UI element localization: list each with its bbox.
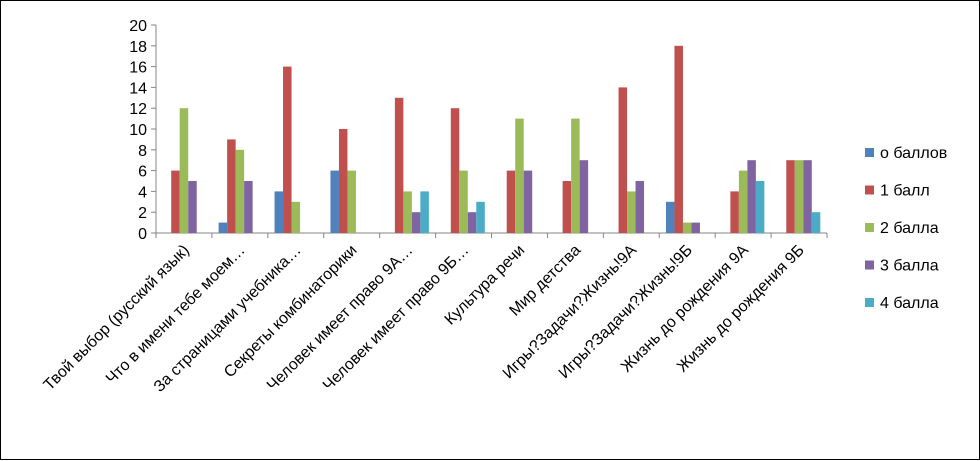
bar bbox=[171, 170, 180, 233]
y-tick-labels: 0 2 4 6 8 10 12 14 16 18 20 bbox=[129, 18, 147, 243]
bar bbox=[579, 160, 589, 233]
legend-label: 1 балл bbox=[880, 183, 930, 200]
y-tick-label: 4 bbox=[138, 184, 147, 201]
bar bbox=[394, 97, 404, 233]
bar bbox=[179, 108, 189, 233]
bar bbox=[803, 160, 812, 233]
bar bbox=[506, 170, 516, 233]
legend-swatch bbox=[865, 298, 874, 307]
bar bbox=[682, 222, 692, 233]
bar bbox=[188, 181, 197, 233]
bar bbox=[347, 170, 356, 233]
bar bbox=[227, 139, 236, 233]
bar bbox=[244, 181, 253, 233]
bar bbox=[476, 201, 485, 233]
bar bbox=[571, 118, 580, 233]
bar bbox=[459, 170, 468, 233]
legend-swatch bbox=[865, 148, 874, 157]
legend-label: 3 балла bbox=[880, 258, 939, 275]
bar bbox=[747, 160, 756, 233]
bar bbox=[562, 181, 572, 233]
legend-label: 2 балла bbox=[880, 220, 939, 237]
bar bbox=[235, 149, 245, 233]
y-tick-label: 12 bbox=[129, 101, 147, 118]
bars bbox=[171, 45, 821, 234]
category-labels: Твой выбор (русский язык)Что в имени теб… bbox=[41, 242, 808, 396]
bar bbox=[523, 170, 533, 233]
legend-label: 4 балла bbox=[880, 295, 939, 312]
bar bbox=[420, 191, 429, 233]
y-tick-label: 20 bbox=[129, 18, 147, 35]
bar bbox=[450, 108, 460, 233]
y-tick-label: 8 bbox=[138, 143, 147, 160]
y-tick-label: 14 bbox=[129, 80, 147, 97]
legend-swatch bbox=[865, 223, 874, 232]
legend: о баллов 1 балл 2 балла 3 балла 4 балла bbox=[865, 145, 947, 312]
bar bbox=[291, 201, 301, 233]
bar bbox=[627, 191, 636, 233]
legend-swatch bbox=[865, 260, 874, 270]
bar bbox=[283, 66, 292, 233]
bar bbox=[218, 222, 228, 233]
bar bbox=[618, 87, 628, 234]
bar bbox=[274, 191, 284, 233]
bar bbox=[674, 45, 683, 233]
bar bbox=[691, 222, 700, 233]
bar bbox=[755, 181, 765, 233]
y-tick-label: 18 bbox=[129, 39, 147, 56]
y-tick-label: 6 bbox=[138, 164, 147, 181]
bar bbox=[515, 118, 524, 233]
bar bbox=[786, 160, 795, 233]
bar bbox=[738, 170, 748, 233]
bar bbox=[403, 191, 412, 233]
y-tick-label: 2 bbox=[138, 205, 147, 222]
legend-label: о баллов bbox=[880, 145, 947, 162]
legend-swatch bbox=[865, 185, 874, 195]
bar bbox=[794, 160, 804, 233]
bar bbox=[338, 129, 348, 233]
bar bbox=[730, 191, 739, 233]
y-tick-label: 16 bbox=[129, 60, 147, 77]
bar bbox=[411, 212, 421, 233]
bar bbox=[635, 181, 645, 233]
bar bbox=[665, 201, 675, 233]
y-tick-label: 10 bbox=[129, 122, 147, 139]
bar bbox=[330, 170, 339, 233]
y-tick-label: 0 bbox=[138, 226, 147, 243]
bar bbox=[467, 212, 477, 233]
axes bbox=[151, 24, 828, 238]
bar bbox=[811, 212, 821, 233]
